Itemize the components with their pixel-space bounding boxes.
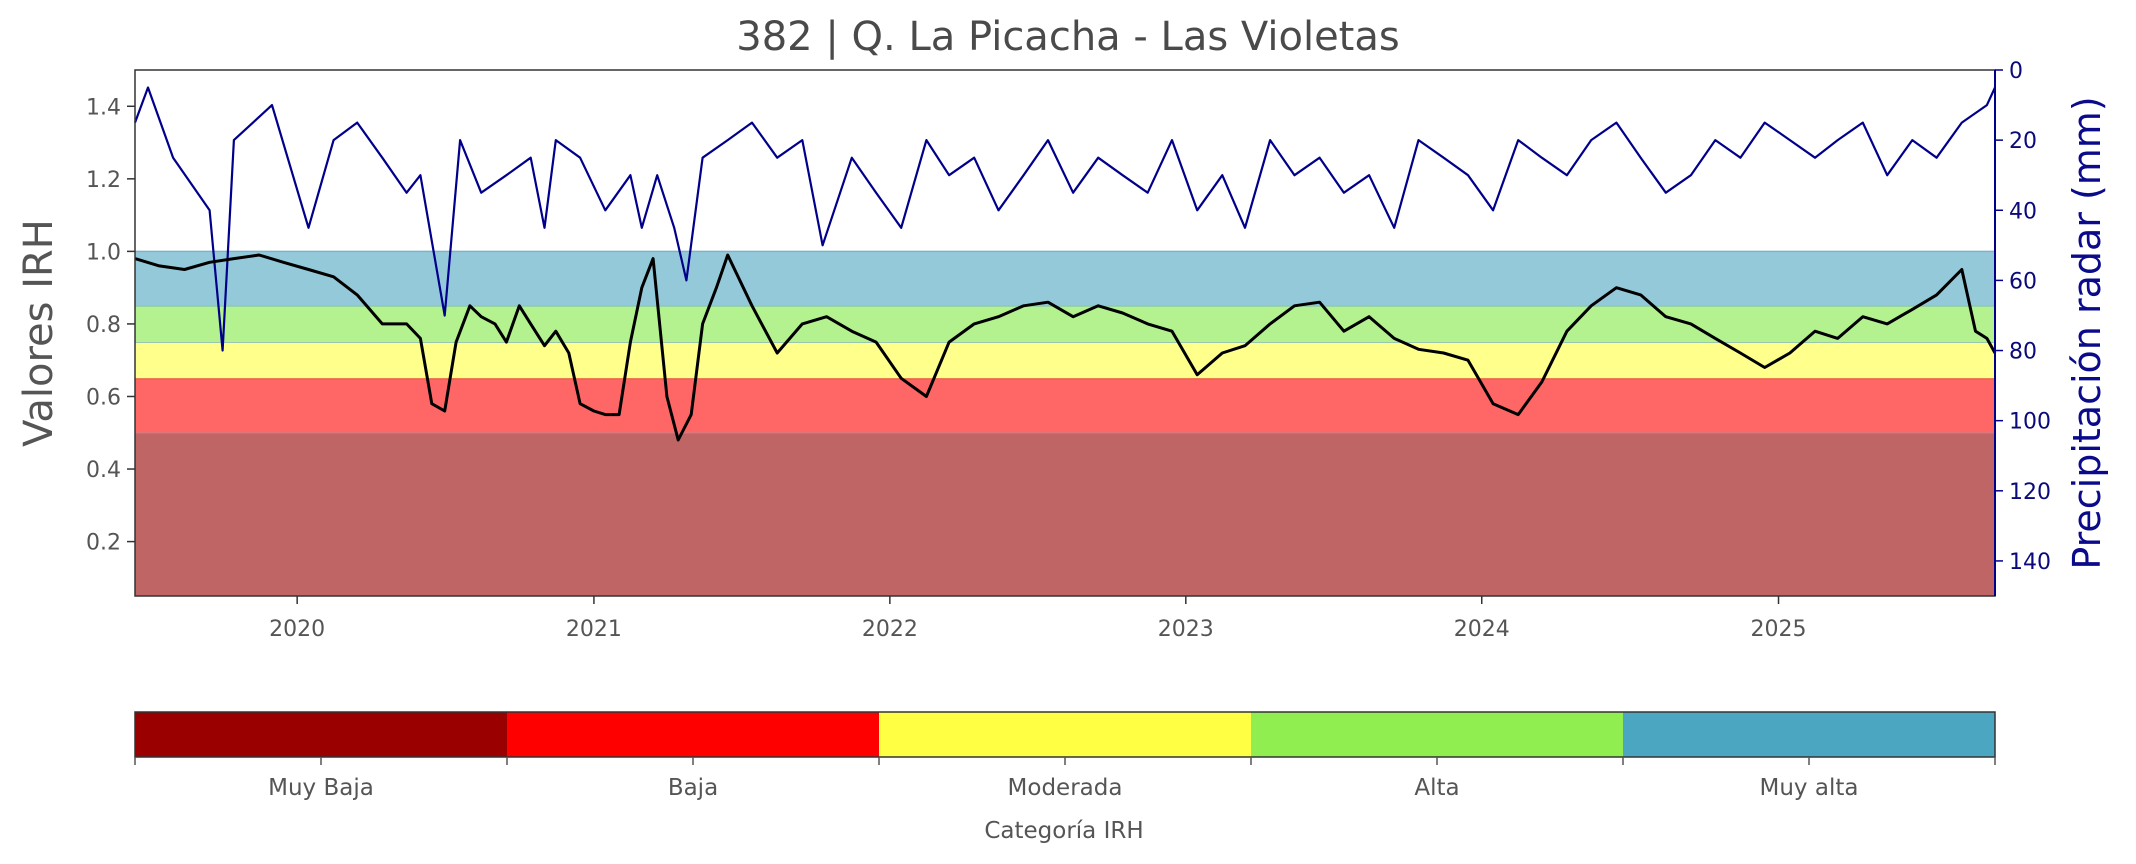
band-muy-alta bbox=[135, 251, 1995, 306]
colorbar-category-label: Alta bbox=[1414, 775, 1459, 801]
right-tick-label: 120 bbox=[2009, 480, 2051, 505]
colorbar-title: Categoría IRH bbox=[984, 818, 1143, 844]
left-tick-label: 1.2 bbox=[86, 168, 121, 193]
x-tick-label: 2020 bbox=[269, 617, 325, 642]
chart-title: 382 | Q. La Picacha - Las Violetas bbox=[736, 14, 1399, 60]
right-tick-label: 140 bbox=[2009, 550, 2051, 575]
colorbar-category-label: Muy alta bbox=[1760, 775, 1859, 801]
irh-category-bands bbox=[135, 250, 1995, 596]
right-tick-label: 20 bbox=[2009, 129, 2037, 154]
right-tick-label: 60 bbox=[2009, 269, 2037, 294]
band-moderada bbox=[135, 342, 1995, 379]
precipitation-series bbox=[133, 86, 1996, 352]
left-tick-label: 0.6 bbox=[86, 385, 121, 410]
colorbar-category-label: Baja bbox=[668, 775, 718, 801]
colorbar-segment-moderada bbox=[879, 712, 1251, 757]
x-tick-label: 2023 bbox=[1158, 617, 1214, 642]
left-tick-label: 0.2 bbox=[86, 531, 121, 556]
irh-series bbox=[134, 253, 1997, 442]
irh-line bbox=[134, 253, 1997, 442]
left-tick-label: 1.4 bbox=[86, 95, 121, 120]
colorbar-category-label: Muy Baja bbox=[268, 775, 374, 801]
left-tick-label: 0.8 bbox=[86, 313, 121, 338]
colorbar-segment-alta bbox=[1251, 712, 1623, 757]
right-tick-label: 40 bbox=[2009, 199, 2037, 224]
x-tick-label: 2024 bbox=[1454, 617, 1510, 642]
band-baja bbox=[135, 378, 1995, 433]
x-tick-label: 2022 bbox=[862, 617, 918, 642]
colorbar-category-label: Moderada bbox=[1008, 775, 1123, 801]
left-tick-label: 1.0 bbox=[86, 240, 121, 265]
right-y-axis: 0 20 40 60 80 100 120 140 bbox=[1994, 59, 2051, 596]
right-tick-label: 100 bbox=[2009, 410, 2051, 435]
precipitation-line bbox=[133, 86, 1996, 352]
right-tick-label: 80 bbox=[2009, 340, 2037, 365]
x-axis: 2020 2021 2022 2023 2024 2025 bbox=[269, 596, 1807, 642]
left-y-axis: 0.2 0.4 0.6 0.8 1.0 1.2 1.4 bbox=[86, 95, 135, 556]
band-muy-baja bbox=[135, 432, 1995, 596]
left-y-axis-label: Valores IRH bbox=[16, 219, 62, 447]
category-colorbar: Muy Baja Baja Moderada Alta Muy alta bbox=[134, 711, 1996, 801]
colorbar-segment-muy-alta bbox=[1623, 712, 1995, 757]
x-tick-label: 2021 bbox=[566, 617, 622, 642]
colorbar-segment-muy-baja bbox=[135, 712, 507, 757]
right-y-axis-label: Precipitación radar (mm) bbox=[2065, 96, 2109, 569]
x-tick-label: 2025 bbox=[1751, 617, 1807, 642]
left-tick-label: 0.4 bbox=[86, 458, 121, 483]
right-tick-label: 0 bbox=[2009, 59, 2023, 84]
colorbar-segment-baja bbox=[507, 712, 879, 757]
